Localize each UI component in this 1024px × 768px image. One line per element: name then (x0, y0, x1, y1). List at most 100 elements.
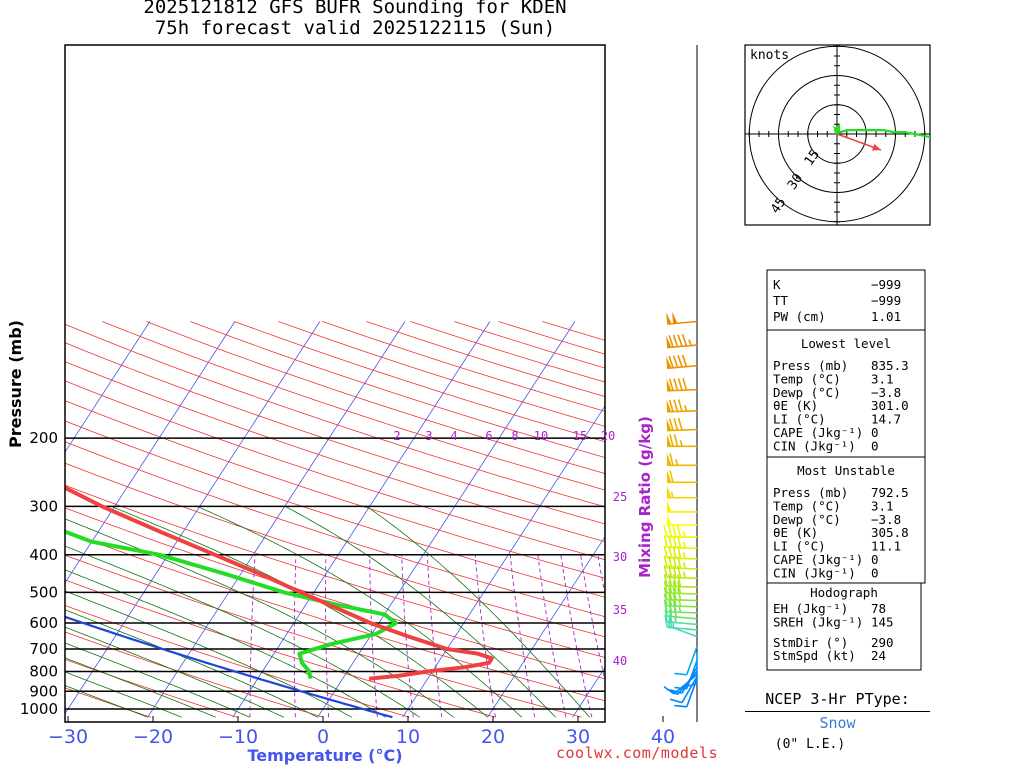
wind-barb-feather (677, 399, 683, 412)
ptype-accumulation: (0" L.E.) (774, 737, 846, 752)
wind-barb-feather (677, 581, 682, 594)
wind-barb-feather (663, 565, 668, 578)
moist-adiabat-line (65, 590, 352, 718)
wind-barb-feather (663, 587, 668, 600)
wind-barb-staff (673, 673, 698, 695)
moist-adiabat-line (197, 506, 522, 718)
wind-barb-pennant (666, 418, 672, 431)
temperature-tick-label: −10 (218, 726, 258, 748)
wind-barb-half-feather (674, 616, 677, 623)
wind-barb-staff (666, 557, 698, 560)
wind-barb (663, 593, 698, 608)
wind-barb (666, 354, 698, 370)
hodograph-trace (832, 123, 930, 139)
indices-panel: K −999 TT −999 PW (cm) 1.01 Lowest level Press … (766, 269, 926, 671)
wind-barb-feather (668, 593, 673, 607)
wind-barb (667, 470, 697, 484)
wind-barb-staff (666, 598, 698, 602)
wind-barb-feather (681, 333, 688, 347)
lowest-level-label: θE (K) (773, 398, 818, 413)
mixing-ratio-line (537, 554, 567, 718)
isotherm-line (317, 321, 576, 718)
wind-barb (663, 573, 698, 589)
wind-barb-staff (666, 546, 698, 550)
title-line-1: 2025121812 GFS BUFR Sounding for KDEN (143, 0, 567, 18)
wind-barb-feather (672, 593, 677, 607)
hodograph-units-label: knots (750, 48, 789, 63)
wind-barb-staff (667, 621, 698, 626)
lowest-level-value: 301.0 (871, 398, 909, 413)
title-line-2: 75h forecast valid 2025122115 (Sun) (154, 17, 556, 39)
mixing-ratio-line (509, 554, 536, 718)
dry-adiabat-line (65, 554, 582, 718)
wind-barb-pennant (666, 399, 672, 412)
wind-barb-pennant (666, 356, 672, 369)
mixing-ratio-line (580, 554, 605, 683)
wind-barbs (663, 45, 698, 722)
wind-barb-feather (672, 355, 679, 368)
index-label: K (773, 277, 781, 292)
wind-barb-pennant (666, 335, 672, 348)
pressure-tick-label: 300 (29, 497, 58, 515)
most-unstable-label: Press (mb) (773, 485, 848, 500)
wind-barb-pennant (667, 499, 672, 512)
most-unstable-value: 0 (871, 565, 879, 580)
wind-barb-feather (668, 399, 674, 412)
wind-barb-feather (669, 470, 674, 483)
mixing-ratio-label: 20 (601, 429, 615, 443)
wind-barb-feather (668, 335, 674, 348)
dry-adiabat-line (65, 579, 496, 718)
mixing-ratio-line (369, 554, 378, 718)
wind-barb-feather (668, 545, 673, 559)
wind-barb-feather (672, 535, 677, 548)
x-axis-title: Temperature (°C) (247, 746, 402, 765)
isotherm-line (147, 321, 406, 718)
wind-barb-feather (677, 565, 682, 578)
wind-barb-feather (676, 524, 682, 538)
wind-barb-feather (663, 524, 668, 538)
wind-barb-feather (677, 334, 683, 347)
wind-barb (674, 646, 698, 676)
wind-barb-feather (668, 580, 673, 594)
wind-barb-staff (666, 611, 698, 614)
dry-adiabat-line (65, 687, 151, 718)
index-value: 1.01 (871, 309, 901, 324)
wind-barb (666, 311, 698, 325)
temperature-tick-label: 10 (396, 726, 420, 748)
pressure-tick-label: 200 (29, 429, 58, 447)
wind-barb (666, 333, 698, 349)
wind-barb-feather (673, 418, 679, 431)
wind-barb-half-feather (682, 571, 686, 579)
dry-adiabat-line (498, 321, 605, 355)
plot-frame (64, 44, 606, 723)
wind-barb (667, 434, 697, 448)
dry-adiabat-line (454, 321, 605, 369)
wind-barb (663, 580, 698, 595)
wind-barb (667, 499, 697, 513)
wind-barb (666, 399, 698, 413)
lowest-level-value: 3.1 (871, 371, 894, 386)
wind-barb-feather (668, 418, 674, 431)
wind-barb-feather (668, 535, 673, 548)
wind-barb-feather (682, 377, 688, 391)
pressure-tick-label: 400 (29, 546, 58, 564)
wind-barb-staff (666, 605, 698, 608)
lowest-level-heading: Lowest level (801, 336, 891, 351)
wind-barb-feather (668, 565, 673, 578)
wind-barb-feather (673, 604, 677, 618)
hodograph-stats-value: 290 (871, 635, 894, 650)
dry-adiabat-line (65, 361, 605, 543)
ptype-divider (745, 711, 930, 712)
wind-barb-feather (672, 524, 677, 538)
wind-barb (669, 676, 698, 704)
lowest-level-label: Dewp (°C) (773, 385, 841, 400)
credit-link[interactable]: coolwx.com/models (556, 744, 719, 762)
mixing-ratio-line (293, 554, 297, 718)
hodograph-stats-heading: Hodograph (810, 585, 878, 600)
wind-barb-staff (685, 678, 698, 708)
wind-barb-feather (664, 609, 668, 622)
wind-barb-half-feather (682, 530, 686, 538)
wind-barb-feather (677, 574, 682, 587)
most-unstable-value: 11.1 (871, 539, 901, 554)
index-value: −999 (871, 277, 901, 292)
